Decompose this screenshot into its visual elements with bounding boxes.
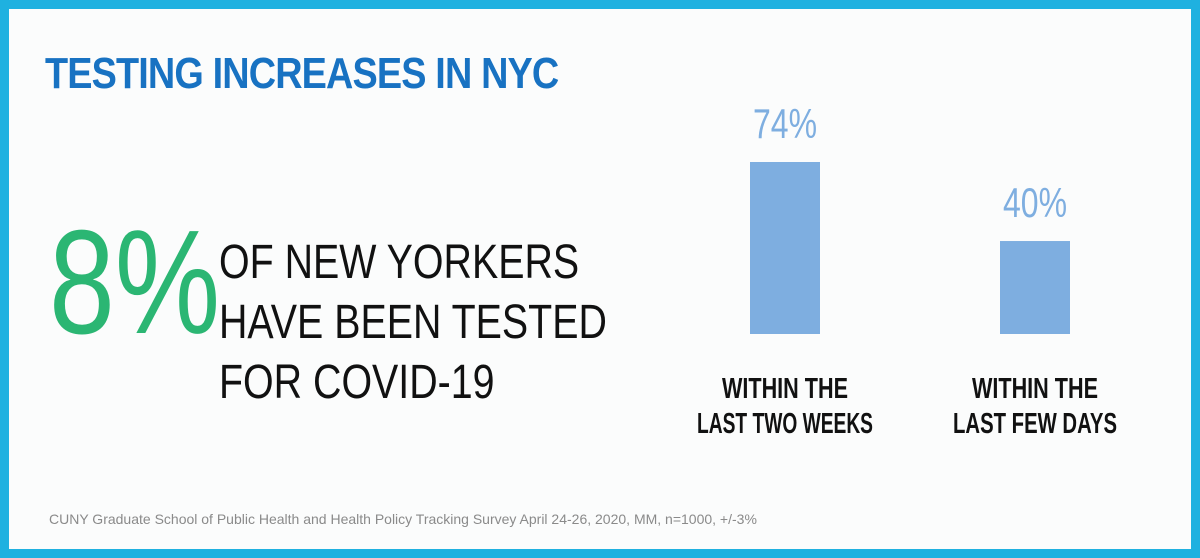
page-title: TESTING INCREASES IN NYC [45,49,559,98]
category-label: WITHIN THE [722,373,848,405]
big-stat-value: 8% [49,200,221,365]
stat-description: OF NEW YORKERS HAVE BEEN TESTED FOR COVI… [219,233,607,413]
category-label: WITHIN THE [972,373,1098,405]
bar-value-label: 40% [1003,179,1067,226]
stat-description-line: FOR COVID-19 [219,356,495,409]
bar-2 [1000,241,1070,334]
category-label: LAST FEW DAYS [953,408,1117,440]
stat-description-line: HAVE BEEN TESTED [219,296,607,349]
bar-1 [750,162,820,334]
stat-description-line: OF NEW YORKERS [219,236,580,289]
bar-value-label: 74% [753,100,817,147]
category-label: LAST TWO WEEKS [697,408,873,440]
source-note: CUNY Graduate School of Public Health an… [49,511,757,527]
